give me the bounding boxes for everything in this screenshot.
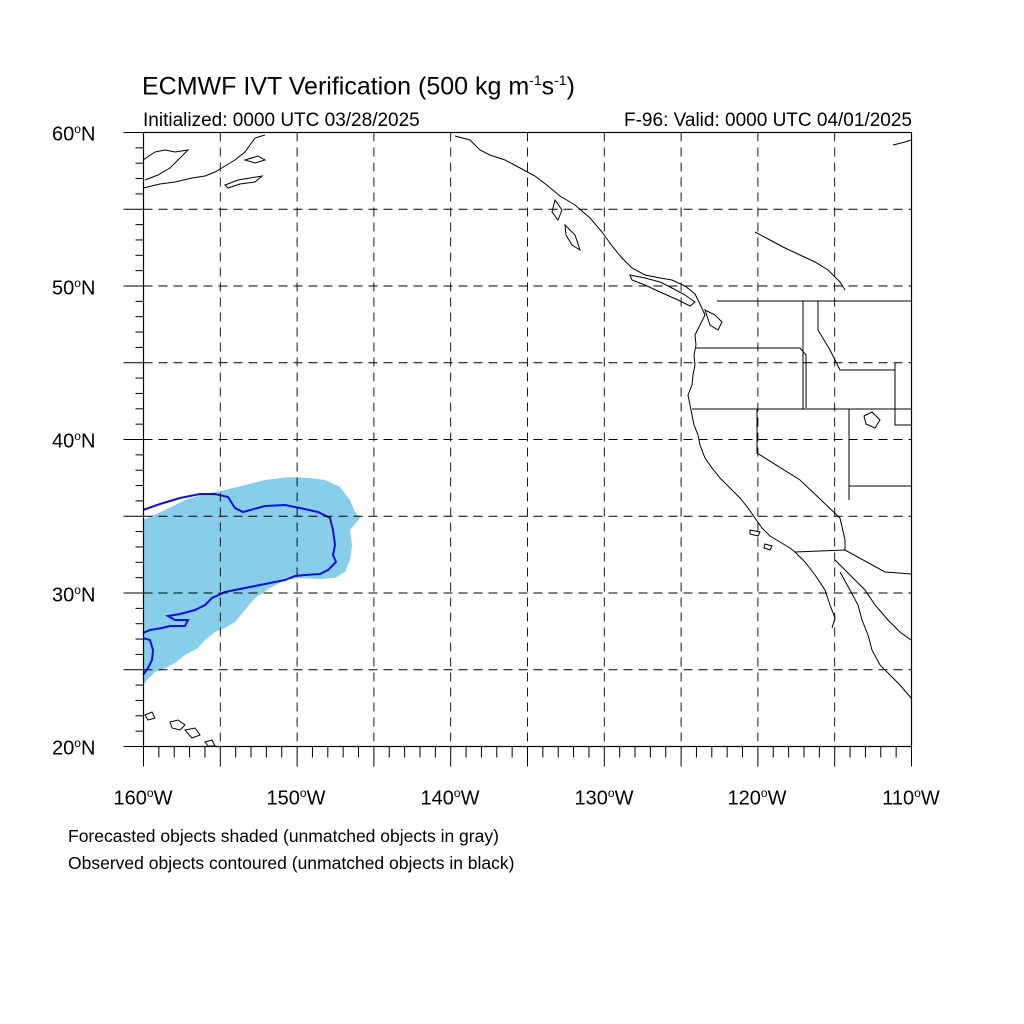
footnote-observed: Observed objects contoured (unmatched ob… <box>68 853 515 873</box>
axis-ticks <box>123 132 912 767</box>
lat-label-20n: 20oN <box>52 736 96 760</box>
lon-label-110w: 110oW <box>882 786 940 810</box>
footnote-forecast: Forecasted objects shaded (unmatched obj… <box>68 826 499 846</box>
lon-label-120w: 120oW <box>727 786 787 810</box>
map-title: ECMWF IVT Verification (500 kg m-1s-1) <box>142 72 575 101</box>
valid-time: F-96: Valid: 0000 UTC 04/01/2025 <box>624 110 912 131</box>
lon-label-160w: 160oW <box>113 786 173 810</box>
initialized-time: Initialized: 0000 UTC 03/28/2025 <box>143 110 420 131</box>
lon-label-150w: 150oW <box>266 786 326 810</box>
lon-label-140w: 140oW <box>420 786 480 810</box>
lon-label-130w: 130oW <box>574 786 634 810</box>
coastlines <box>142 134 912 747</box>
lat-label-30n: 30oN <box>52 583 96 607</box>
forecast-object-shaded <box>143 477 360 685</box>
lat-label-40n: 40oN <box>52 429 96 453</box>
observed-object-contour <box>142 493 338 676</box>
state-boundaries <box>692 300 912 575</box>
map-frame <box>142 131 913 748</box>
lat-label-60n: 60oN <box>52 122 96 146</box>
graticule <box>143 132 912 747</box>
lat-label-50n: 50oN <box>52 276 96 300</box>
